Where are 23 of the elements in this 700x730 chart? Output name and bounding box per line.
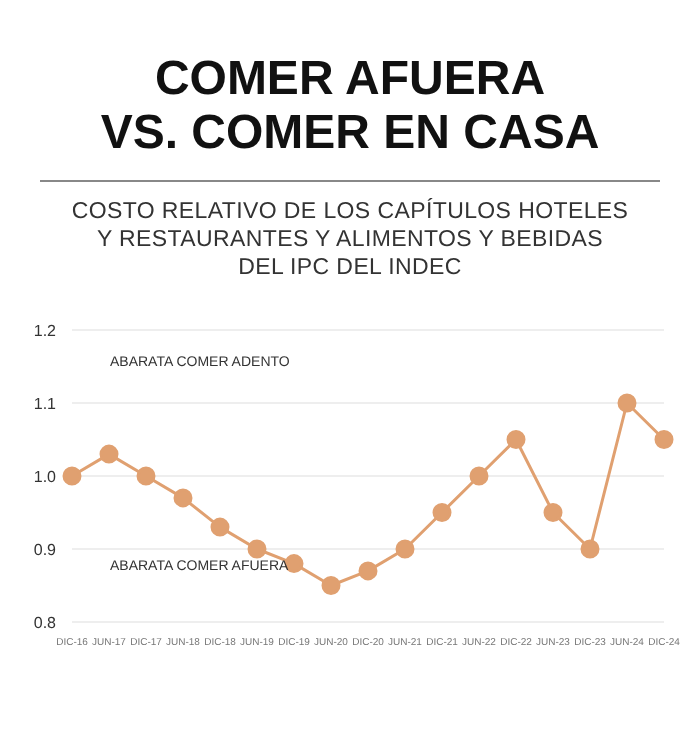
chart-subtitle: COSTO RELATIVO DE LOS CAPÍTULOS HOTELES Y RESTAURANTES Y ALIMENTOS Y BEBIDAS DEL IPC DEL INDEC [69,198,631,282]
point [617,393,637,413]
point [247,539,267,559]
point [210,517,230,537]
point [99,444,119,464]
point [358,561,378,581]
point [543,503,563,522]
y-tick-label: 0.9 [33,540,58,559]
point [506,430,526,449]
point [580,539,600,559]
y-tick-label: 1.1 [33,394,58,413]
point [469,466,489,486]
point [395,539,415,559]
chart-title: COMER AFUERA VS. COMER EN CASA [98,52,602,160]
y-tick-label: 1.2 [33,321,58,340]
point [62,466,82,486]
y-tick-label: 1.0 [33,467,58,486]
point [321,576,341,595]
y-tick-label: 0.8 [33,613,58,632]
point [654,430,674,449]
point [173,488,193,508]
point [136,466,156,486]
point [432,503,452,522]
